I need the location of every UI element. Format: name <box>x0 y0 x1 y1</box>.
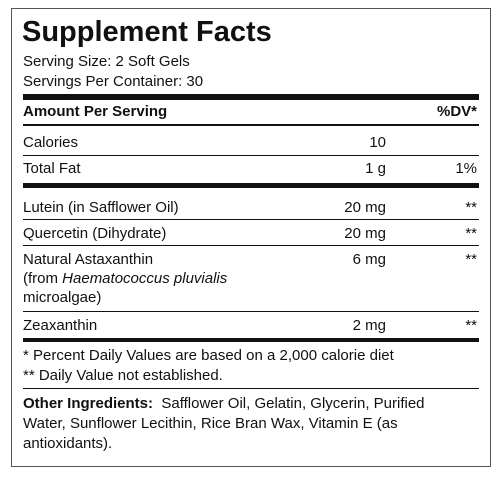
dv-header: %DV* <box>436 103 477 120</box>
row-dv: ** <box>465 251 477 268</box>
rule <box>23 124 479 126</box>
footnote: ** Daily Value not established. <box>23 367 223 384</box>
thick-rule <box>23 183 479 188</box>
row-name: Calories <box>23 134 79 151</box>
title: Supplement Facts <box>22 16 272 48</box>
rule <box>23 219 479 220</box>
row-name: Lutein (in Safflower Oil) <box>23 199 179 216</box>
row-name: Natural Astaxanthin <box>23 251 154 268</box>
row-name: Quercetin (Dihydrate) <box>23 225 167 242</box>
row-name: Total Fat <box>23 160 81 177</box>
other-ingredients-text: Safflower Oil, Gelatin, Glycerin, Purifi… <box>23 395 425 452</box>
source-prefix: (from <box>23 270 58 287</box>
row-name: Zeaxanthin <box>23 317 98 334</box>
row-dv: ** <box>465 199 477 216</box>
source-species: Haematococcus pluvialis <box>62 270 228 287</box>
label-border <box>11 8 491 467</box>
row-amount: 2 mg <box>352 317 386 334</box>
rule <box>23 245 479 246</box>
row-dv: ** <box>465 225 477 242</box>
row-amount: 6 mg <box>352 251 386 268</box>
amount-header: Amount Per Serving <box>23 103 168 120</box>
serving-size: Serving Size: 2 Soft Gels <box>23 53 190 70</box>
rule <box>23 155 479 156</box>
row-source: (from Haematococcus pluvialis <box>23 269 227 288</box>
row-amount: 1 g <box>365 160 386 177</box>
thick-rule <box>23 338 479 342</box>
row-dv: 1% <box>455 160 477 177</box>
rule <box>23 311 479 312</box>
other-ingredients-label: Other Ingredients: <box>23 395 154 412</box>
servings-per-container: Servings Per Container: 30 <box>23 73 204 90</box>
rule <box>23 388 479 389</box>
row-source-suffix: microalgae) <box>23 289 102 306</box>
thick-rule <box>23 94 479 100</box>
footnote: * Percent Daily Values are based on a 2,… <box>23 347 394 364</box>
row-amount: 10 <box>369 134 386 151</box>
row-amount: 20 mg <box>344 199 386 216</box>
row-dv: ** <box>465 317 477 334</box>
row-amount: 20 mg <box>344 225 386 242</box>
other-ingredients: Other Ingredients: Safflower Oil, Gelati… <box>23 394 463 454</box>
